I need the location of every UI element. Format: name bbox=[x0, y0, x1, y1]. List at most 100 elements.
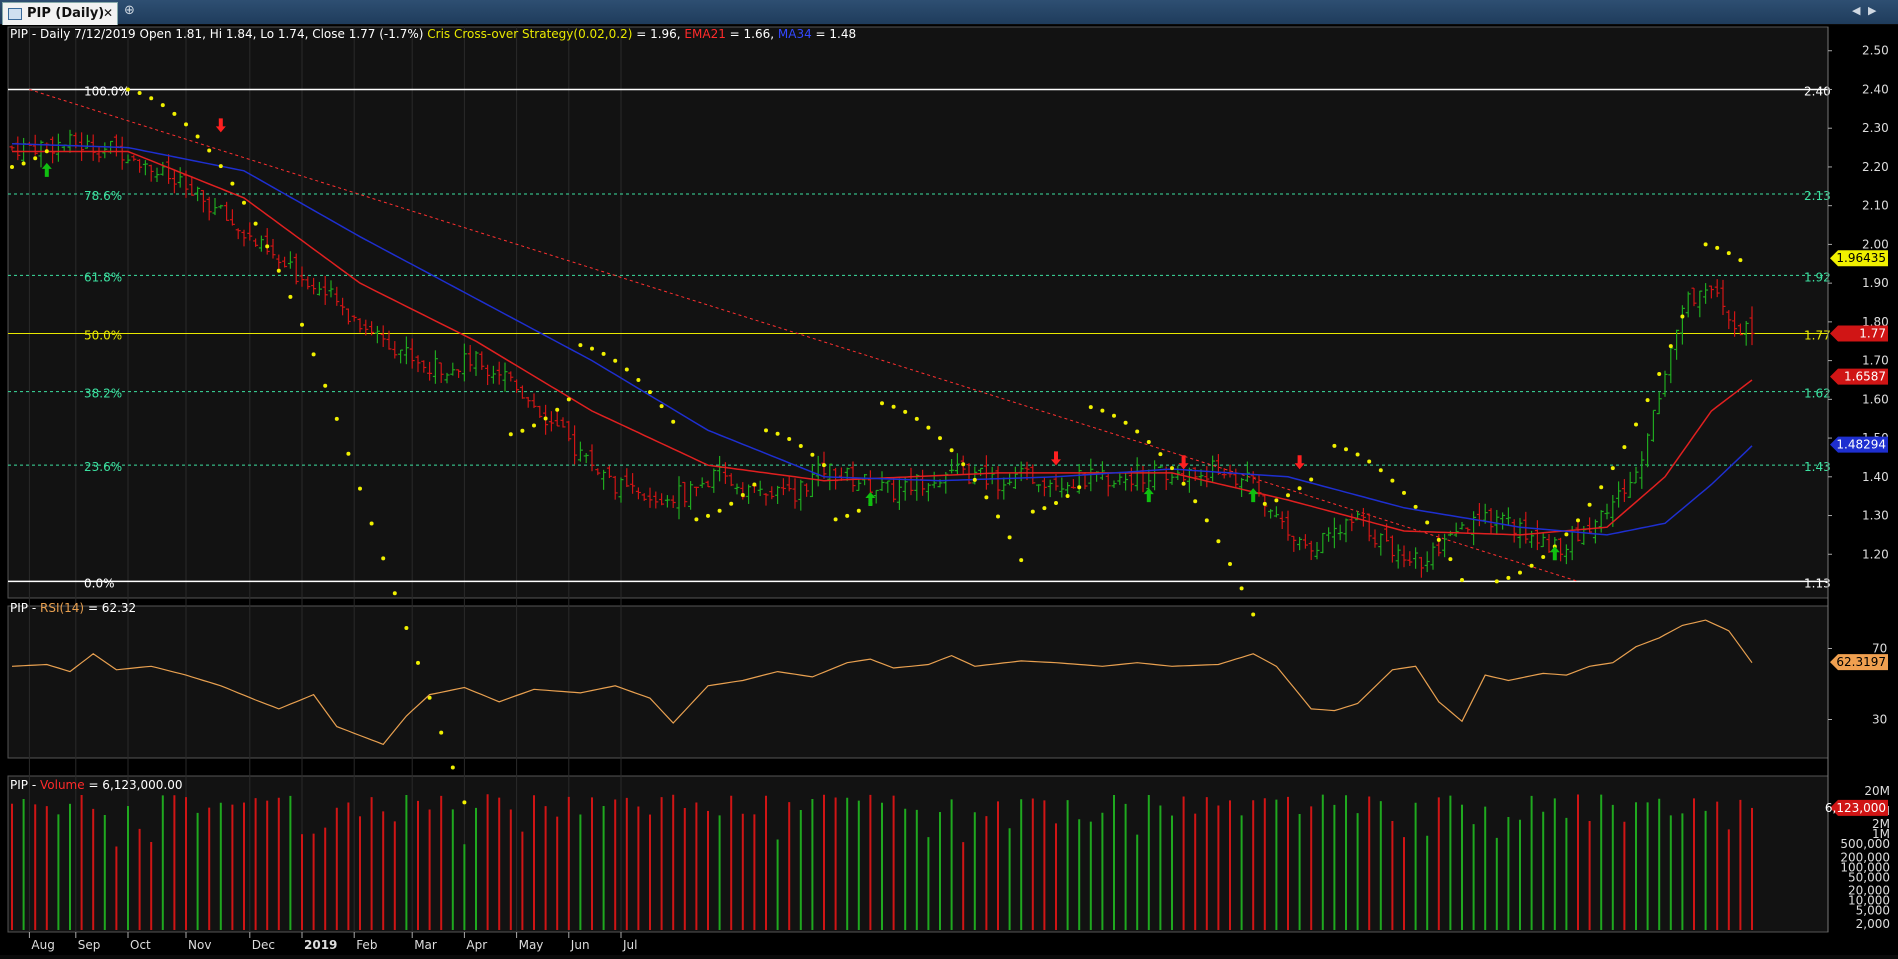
sar-dot bbox=[1065, 493, 1070, 498]
ema-marker: 1.6587 bbox=[1844, 370, 1886, 384]
sar-dot bbox=[160, 103, 165, 108]
rsi-marker: 62.3197 bbox=[1836, 655, 1886, 669]
close-marker-bg bbox=[1830, 325, 1888, 342]
x-tick-label: Jul bbox=[622, 938, 637, 952]
sar-dot bbox=[717, 508, 722, 513]
sar-dot bbox=[323, 383, 328, 388]
sar-dot bbox=[1170, 466, 1174, 471]
sar-dot bbox=[1216, 539, 1221, 544]
sar-dot bbox=[1239, 586, 1244, 591]
ma-marker: 1.48294 bbox=[1836, 438, 1886, 452]
sar-dot bbox=[1715, 245, 1720, 250]
sar-dot bbox=[1019, 558, 1024, 563]
x-tick-label: Aug bbox=[31, 938, 54, 952]
price-tick-label: 2.10 bbox=[1862, 199, 1889, 213]
sar-dot bbox=[1726, 251, 1731, 256]
chart-area[interactable]: 100.0% 2.40 78.6% 2.13 61.8% 1.92 50.0% 1.77 38.… bbox=[0, 25, 1898, 955]
sar-dot bbox=[903, 409, 908, 414]
x-tick-label: Feb bbox=[356, 938, 377, 952]
sar-dot bbox=[195, 134, 200, 139]
volume-tick-label: 10,000 bbox=[1848, 894, 1890, 908]
volume-tick-label: 20M bbox=[1864, 784, 1890, 798]
sar-dot bbox=[1181, 481, 1186, 486]
price-tick-label: 1.90 bbox=[1862, 276, 1889, 290]
sar-dot bbox=[752, 482, 757, 487]
price-header-strategy: Cris Cross-over Strategy(0.02,0.2) bbox=[427, 27, 633, 41]
sar-dot bbox=[1204, 518, 1209, 523]
fib-value: 1.43 bbox=[1804, 460, 1831, 474]
sar-dot bbox=[996, 514, 1000, 519]
sar-dot bbox=[1425, 520, 1430, 525]
price-header-ma-value: = 1.48 bbox=[811, 27, 857, 41]
price-tick-label: 2.30 bbox=[1862, 121, 1889, 135]
sar-dot bbox=[532, 423, 536, 428]
price-bars bbox=[9, 129, 1755, 578]
sar-dot bbox=[1610, 466, 1615, 471]
ma-marker-bg bbox=[1830, 436, 1888, 453]
sar-dot bbox=[648, 390, 652, 395]
sar-dot bbox=[1193, 499, 1198, 504]
sar-dot bbox=[1541, 554, 1546, 559]
tab-bar: PIP (Daily) ✕ ⊕ ◀ ▶ bbox=[0, 0, 1898, 25]
fib-value: 1.92 bbox=[1804, 270, 1831, 284]
fibonacci-levels: 100.0% 2.40 78.6% 2.13 61.8% 1.92 50.0% 1.77 38.… bbox=[8, 84, 1831, 590]
sar-dot bbox=[926, 425, 931, 430]
scroll-left-icon[interactable]: ◀ bbox=[1852, 4, 1861, 17]
price-header: PIP - Daily 7/12/2019 Open 1.81, Hi 1.84… bbox=[10, 27, 856, 41]
sar-dot bbox=[1680, 314, 1685, 319]
fib-label: 0.0% bbox=[84, 576, 115, 590]
close-icon[interactable]: ✕ bbox=[103, 6, 114, 20]
chart-tab[interactable]: PIP (Daily) ✕ bbox=[2, 2, 118, 25]
sar-dot bbox=[671, 419, 676, 424]
sar-dot bbox=[230, 181, 235, 186]
sar-dot bbox=[961, 462, 966, 467]
sar-dot bbox=[938, 436, 942, 441]
sar-dot bbox=[1344, 447, 1348, 452]
sar-dot bbox=[242, 200, 246, 205]
buy-arrow-icon bbox=[41, 162, 52, 177]
ma-layer bbox=[11, 142, 1753, 536]
trendline-layer bbox=[29, 89, 1579, 582]
price-tick-label: 2.00 bbox=[1862, 237, 1889, 251]
price-panel-bg bbox=[8, 27, 1828, 598]
buy-arrow-icon bbox=[1549, 546, 1560, 561]
price-tick-label: 1.40 bbox=[1862, 470, 1889, 484]
rsi-header-sep: - bbox=[28, 601, 40, 615]
x-tick-label: Jun bbox=[570, 938, 590, 952]
fib-value: 1.13 bbox=[1804, 576, 1831, 590]
add-tab-icon[interactable]: ⊕ bbox=[124, 3, 135, 18]
sar-dot bbox=[1367, 459, 1372, 464]
ema-marker-bg bbox=[1830, 368, 1888, 385]
rsi-header-symbol: PIP bbox=[10, 601, 29, 615]
buy-arrow-icon bbox=[865, 492, 876, 507]
sar-dot bbox=[265, 244, 270, 249]
sar-dot bbox=[1587, 502, 1592, 507]
sar-dot bbox=[1564, 532, 1569, 537]
x-tick-label: May bbox=[519, 938, 544, 952]
rsi-header-value: = 62.32 bbox=[84, 601, 137, 615]
ma34-line bbox=[11, 142, 1753, 536]
sar-dot bbox=[706, 513, 710, 518]
scroll-right-icon[interactable]: ▶ bbox=[1868, 4, 1877, 17]
price-header-symbol: PIP bbox=[10, 27, 29, 41]
sar-dot bbox=[358, 486, 362, 491]
sar-dot bbox=[891, 404, 896, 409]
sar-dot bbox=[184, 122, 188, 127]
sar-dot bbox=[1436, 537, 1441, 542]
x-tick-label: Dec bbox=[252, 938, 275, 952]
sar-dot bbox=[880, 401, 884, 406]
sar-dot bbox=[810, 452, 815, 457]
sar-dot bbox=[984, 495, 989, 500]
rsi-marker-bg bbox=[1830, 654, 1888, 671]
buy-arrow-icon bbox=[1248, 488, 1259, 503]
volume-tick-label: 50,000 bbox=[1848, 870, 1890, 884]
price-header-text: - Daily 7/12/2019 Open 1.81, Hi 1.84, Lo… bbox=[28, 27, 428, 41]
sar-dot bbox=[601, 351, 606, 356]
sar-dot bbox=[288, 294, 293, 299]
fib-label: 23.6% bbox=[84, 460, 122, 474]
sar-dot bbox=[21, 161, 26, 166]
sar-dot bbox=[1668, 344, 1673, 349]
sar-dot bbox=[624, 367, 629, 372]
sar-dot bbox=[392, 591, 397, 596]
sar-dot bbox=[416, 660, 420, 665]
